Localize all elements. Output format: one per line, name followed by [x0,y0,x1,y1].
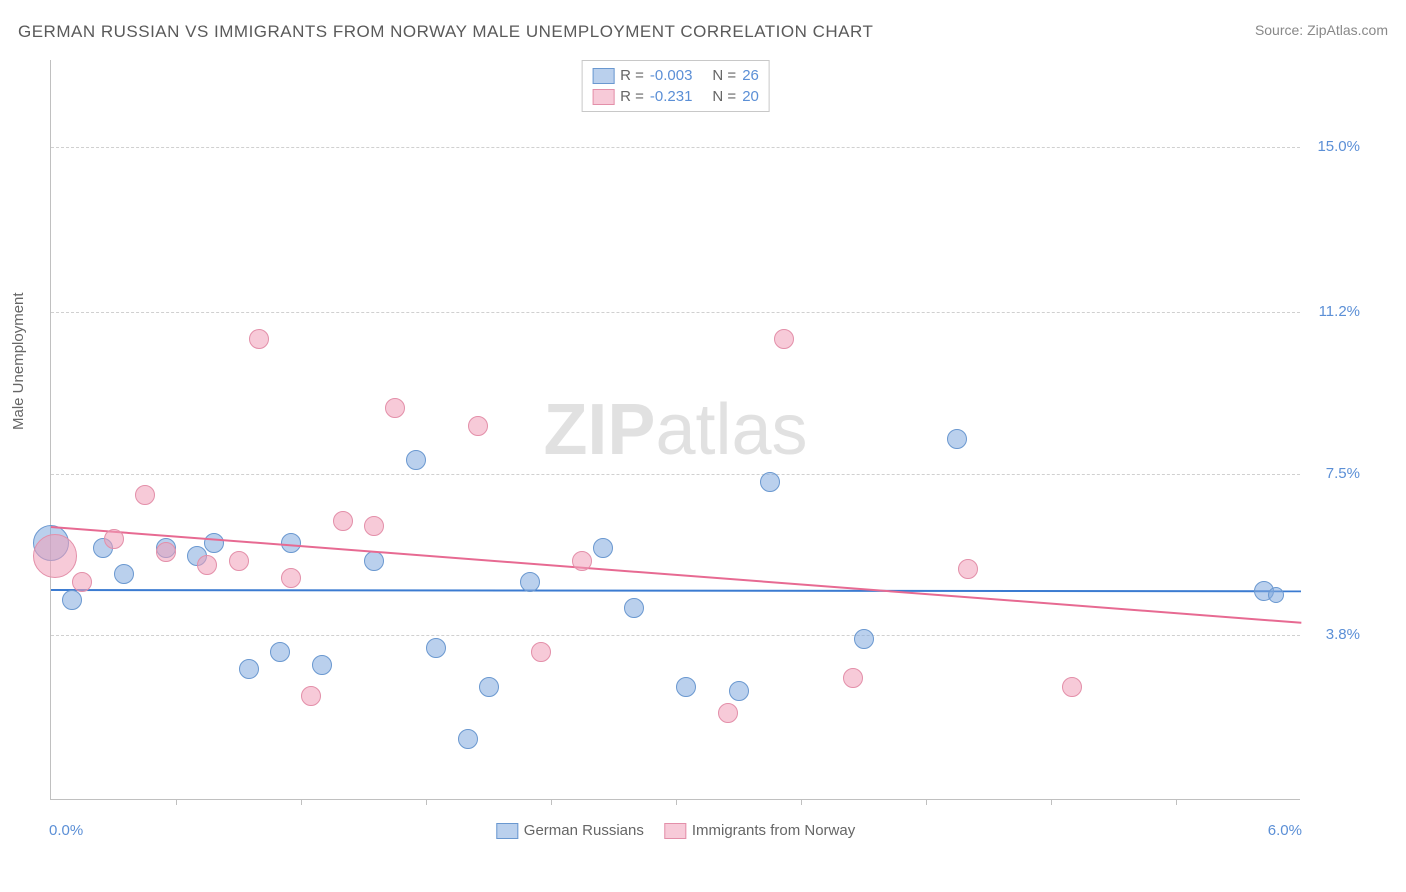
watermark: ZIPatlas [543,389,807,471]
source-name: ZipAtlas.com [1307,22,1388,38]
x-tick [1051,799,1052,805]
x-tick [1176,799,1177,805]
legend-series: German Russians Immigrants from Norway [496,822,855,839]
data-point [718,703,738,723]
x-tick [176,799,177,805]
legend-item: German Russians [496,822,644,839]
source-attribution: Source: ZipAtlas.com [1255,22,1388,38]
data-point [854,629,874,649]
data-point [33,534,77,578]
data-point [281,568,301,588]
data-point [364,551,384,571]
data-point [531,642,551,662]
gridline [51,635,1300,636]
data-point [301,686,321,706]
trend-line [51,589,1301,592]
y-tick-label: 15.0% [1317,138,1360,155]
gridline [51,147,1300,148]
data-point [760,472,780,492]
data-point [135,485,155,505]
data-point [624,598,644,618]
legend-swatch-pink [592,89,614,105]
x-tick [801,799,802,805]
x-tick [676,799,677,805]
data-point [1268,587,1284,603]
legend-item: Immigrants from Norway [664,822,855,839]
legend-swatch-blue [496,823,518,839]
x-tick [551,799,552,805]
data-point [593,538,613,558]
data-point [229,551,249,571]
data-point [479,677,499,697]
source-label: Source: [1255,22,1307,38]
legend-r-value: -0.003 [650,67,693,84]
legend-n-label: N = [712,88,736,105]
data-point [72,572,92,592]
x-tick [426,799,427,805]
data-point [958,559,978,579]
legend-r-label: R = [620,88,644,105]
data-point [572,551,592,571]
legend-stats-row: R = -0.231 N = 20 [592,86,759,107]
y-tick-label: 3.8% [1326,626,1360,643]
legend-label: Immigrants from Norway [692,822,855,839]
chart-title: GERMAN RUSSIAN VS IMMIGRANTS FROM NORWAY… [18,22,873,42]
data-point [520,572,540,592]
legend-n-value: 20 [742,88,759,105]
data-point [249,329,269,349]
data-point [947,429,967,449]
data-point [468,416,488,436]
data-point [774,329,794,349]
y-tick-label: 7.5% [1326,465,1360,482]
legend-label: German Russians [524,822,644,839]
data-point [843,668,863,688]
data-point [333,511,353,531]
data-point [270,642,290,662]
data-point [1062,677,1082,697]
data-point [426,638,446,658]
legend-n-value: 26 [742,67,759,84]
gridline [51,312,1300,313]
trend-line [51,526,1301,624]
data-point [364,516,384,536]
data-point [104,529,124,549]
legend-stats: R = -0.003 N = 26 R = -0.231 N = 20 [581,60,770,112]
data-point [312,655,332,675]
x-axis-start-label: 0.0% [49,822,83,839]
data-point [204,533,224,553]
data-point [406,450,426,470]
data-point [156,542,176,562]
legend-stats-row: R = -0.003 N = 26 [592,65,759,86]
data-point [676,677,696,697]
x-axis-end-label: 6.0% [1268,822,1302,839]
y-tick-label: 11.2% [1319,303,1360,320]
gridline [51,474,1300,475]
plot-area: ZIPatlas R = -0.003 N = 26 R = -0.231 N … [50,60,1300,800]
legend-r-value: -0.231 [650,88,693,105]
data-point [385,398,405,418]
x-tick [301,799,302,805]
data-point [114,564,134,584]
x-tick [926,799,927,805]
data-point [239,659,259,679]
data-point [729,681,749,701]
data-point [458,729,478,749]
data-point [62,590,82,610]
legend-swatch-pink [664,823,686,839]
legend-n-label: N = [712,67,736,84]
legend-swatch-blue [592,68,614,84]
y-axis-label: Male Unemployment [10,292,27,430]
legend-r-label: R = [620,67,644,84]
data-point [197,555,217,575]
